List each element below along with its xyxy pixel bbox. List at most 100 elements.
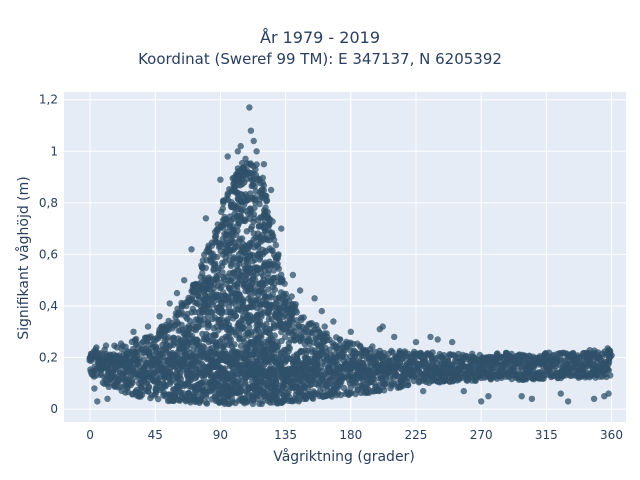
data-point (478, 398, 485, 405)
data-point (427, 367, 434, 375)
data-point (260, 182, 268, 189)
x-tick-label: 225 (405, 428, 428, 442)
data-point (247, 351, 254, 359)
data-point (551, 366, 558, 374)
data-point (263, 198, 270, 205)
data-point (130, 328, 137, 335)
data-point (134, 360, 141, 368)
data-point (200, 354, 208, 361)
data-point (271, 332, 278, 339)
data-point (282, 334, 289, 341)
data-point (508, 350, 515, 358)
data-point (420, 387, 427, 395)
data-point (381, 360, 388, 367)
data-point (369, 343, 376, 350)
data-point (278, 225, 285, 232)
data-point (211, 363, 218, 370)
data-point (246, 324, 253, 331)
data-point (299, 371, 307, 379)
data-point (606, 349, 614, 356)
data-point (219, 366, 226, 373)
data-point (141, 366, 149, 374)
data-point (114, 377, 122, 384)
data-point (144, 323, 152, 330)
data-point (581, 366, 589, 373)
data-point (218, 283, 225, 291)
data-point (292, 358, 299, 366)
data-point (440, 368, 447, 376)
data-point (538, 368, 545, 375)
data-point (130, 355, 138, 362)
data-point (117, 340, 125, 347)
data-point (234, 148, 241, 155)
y-tick-label: 0,2 (39, 351, 58, 365)
data-point (208, 308, 215, 316)
data-point (207, 352, 214, 359)
x-tick-label: 360 (600, 428, 623, 442)
data-point (335, 349, 343, 356)
data-point (305, 336, 313, 343)
data-point (341, 374, 349, 381)
data-point (248, 223, 256, 230)
data-point (577, 373, 584, 380)
data-point (91, 385, 98, 392)
data-point (353, 350, 360, 357)
data-point (217, 176, 224, 183)
data-point (153, 374, 161, 381)
data-point (169, 363, 177, 370)
data-point (292, 301, 299, 308)
data-point (315, 351, 322, 359)
data-point (239, 296, 247, 303)
data-point (271, 286, 279, 293)
data-point (318, 307, 325, 315)
scatter-points (86, 104, 615, 408)
data-point (90, 373, 98, 380)
data-point (104, 395, 111, 402)
data-point (460, 387, 467, 395)
data-point (476, 351, 483, 359)
data-point (234, 243, 241, 250)
data-point (590, 395, 598, 402)
data-point (220, 342, 228, 349)
data-point (305, 366, 312, 374)
data-point (94, 398, 101, 405)
data-point (605, 390, 612, 397)
data-point (440, 352, 447, 359)
data-point (233, 355, 240, 363)
data-point (405, 381, 412, 389)
data-point (218, 309, 226, 317)
data-point (155, 359, 162, 366)
data-point (404, 350, 412, 357)
data-point (246, 360, 254, 367)
data-point (242, 373, 249, 381)
data-point (220, 350, 227, 358)
data-point (427, 333, 434, 341)
data-point (253, 148, 260, 155)
data-point (221, 300, 229, 307)
data-point (603, 373, 610, 381)
data-point (255, 392, 262, 399)
data-point (274, 342, 282, 349)
data-point (605, 355, 613, 363)
data-point (251, 276, 259, 283)
data-point (192, 365, 199, 372)
data-point (428, 373, 435, 380)
y-tick-label: 1,2 (39, 93, 58, 107)
data-point (199, 379, 206, 387)
data-point (293, 309, 300, 316)
data-point (212, 332, 219, 339)
data-point (273, 379, 280, 387)
data-point (449, 338, 456, 346)
data-point (524, 355, 532, 362)
data-point (493, 350, 501, 358)
data-point (201, 344, 208, 351)
data-point (224, 153, 231, 160)
data-point (118, 360, 125, 367)
data-point (227, 336, 235, 343)
data-point (321, 323, 328, 330)
data-point (528, 395, 536, 402)
data-point (564, 398, 572, 405)
data-point (265, 267, 272, 274)
data-point (396, 349, 404, 357)
